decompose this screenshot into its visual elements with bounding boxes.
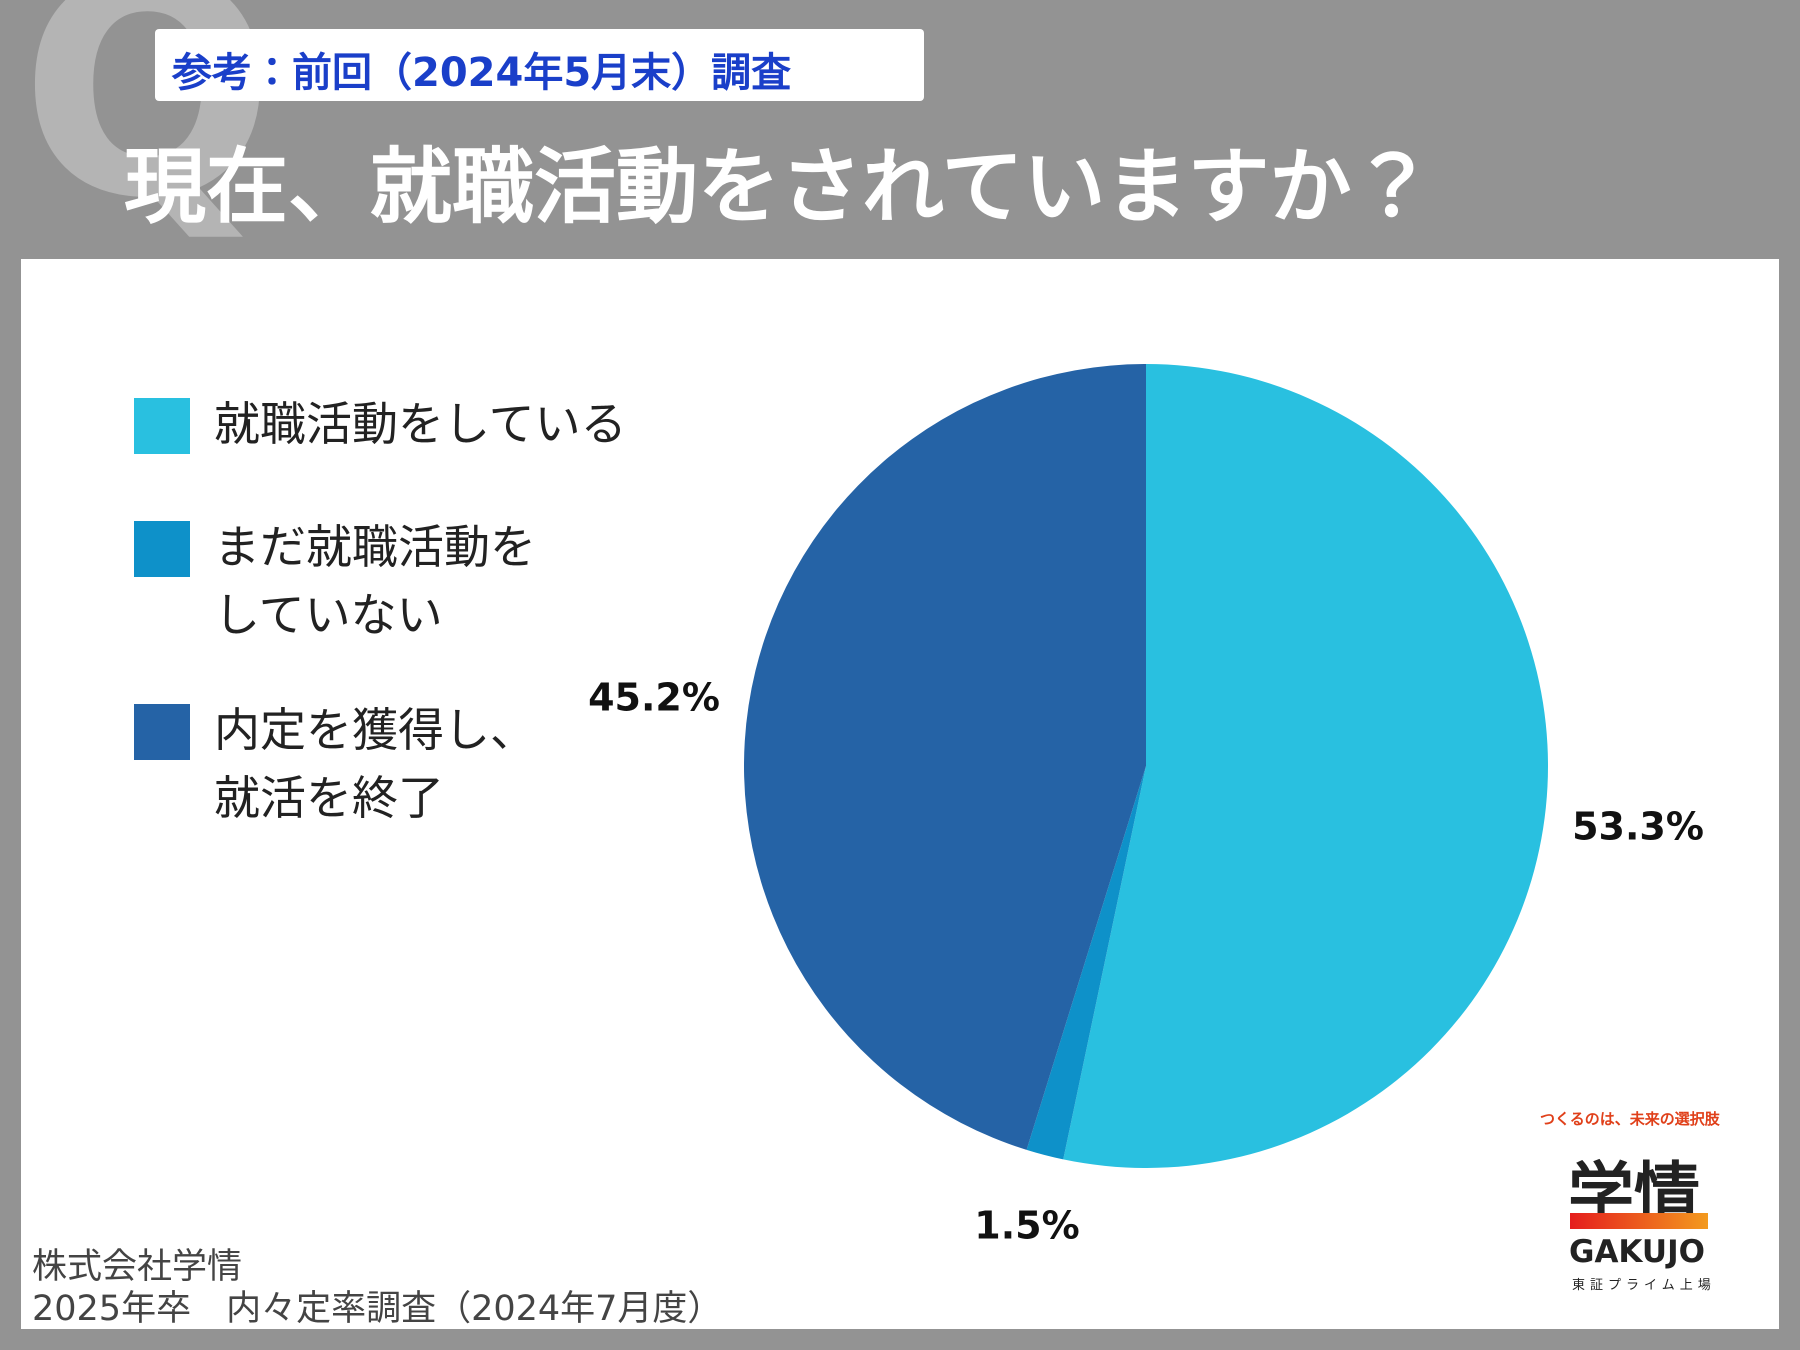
value-label: 1.5% [974, 1204, 1079, 1248]
value-label: 45.2% [588, 676, 720, 720]
logo-roman: GAKUJO [1569, 1234, 1705, 1270]
legend-label: まだ就職活動を していない [214, 520, 536, 642]
source: 2025年卒 内々定率調査（2024年7月度） [32, 1289, 723, 1329]
legend-swatch [134, 398, 190, 454]
legend-swatch [134, 521, 190, 577]
pie-slice [1063, 364, 1549, 1168]
subtitle: 参考：前回（2024年5月末）調査 [172, 50, 792, 96]
value-label: 53.3% [1572, 805, 1704, 849]
legend-label: 就職活動をしている [214, 397, 627, 451]
legend-label: 内定を獲得し、 就活を終了 [214, 703, 536, 825]
logo-bar [1570, 1213, 1708, 1229]
pie-slice [1026, 766, 1146, 1160]
pie-slice [743, 364, 1146, 1150]
logo-listing: 東証プライム上場 [1572, 1278, 1716, 1293]
logo-tagline: つくるのは、未来の選択肢 [1540, 1110, 1720, 1128]
chart-title: 現在、就職活動をされていますか？ [124, 140, 1434, 235]
subtitle-box [155, 29, 924, 101]
legend-swatch [134, 704, 190, 760]
source: 株式会社学情 [32, 1247, 243, 1287]
